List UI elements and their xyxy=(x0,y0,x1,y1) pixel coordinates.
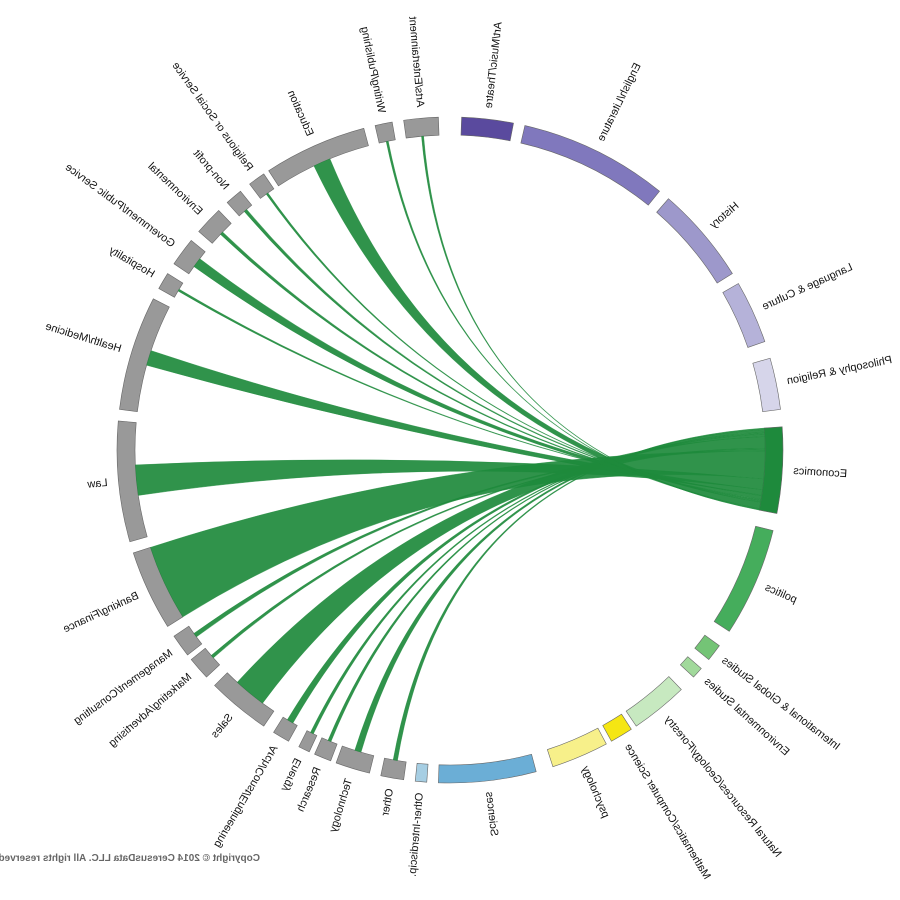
career-label-writing-publishing: Writing/Publishing xyxy=(358,26,387,114)
arc-ring xyxy=(116,116,784,784)
copyright-notice: Copyright © 2014 CeresusData LLC. All ri… xyxy=(0,853,260,864)
career-label-technology: Technology xyxy=(327,777,355,834)
major-label-psychology: psychology xyxy=(579,764,612,820)
career-arc-management-consulting[interactable] xyxy=(173,625,203,656)
major-label-economics: Economics xyxy=(792,465,847,480)
career-arc-sales[interactable] xyxy=(214,672,275,727)
major-arc-psychology[interactable] xyxy=(546,727,607,768)
major-arc-philosophy-religion[interactable] xyxy=(752,357,781,412)
major-label-sciences: Sciences xyxy=(483,791,500,837)
career-label-management-consulting: Management/Consulting xyxy=(72,647,176,727)
major-arc-mathematics-computer-science[interactable] xyxy=(602,713,632,742)
career-arc-law[interactable] xyxy=(116,420,148,543)
career-label-environmental: Environmental xyxy=(145,160,204,217)
career-label-law: Law xyxy=(87,477,108,491)
career-arc-arts-entertainment[interactable] xyxy=(403,116,440,139)
major-label-politics: politics xyxy=(763,581,799,606)
major-arc-language-culture[interactable] xyxy=(722,283,766,348)
career-arc-hospitality[interactable] xyxy=(158,273,184,298)
career-arc-non-profit[interactable] xyxy=(226,190,253,217)
major-arc-art-music-theatre[interactable] xyxy=(460,116,514,142)
major-arc-politics[interactable] xyxy=(713,525,774,632)
career-arc-writing-publishing[interactable] xyxy=(374,121,396,144)
major-label-history: History xyxy=(707,200,741,232)
major-arc-environmental-studies[interactable] xyxy=(679,656,702,678)
career-label-banking-finance: Banking/Finance xyxy=(61,590,140,636)
chord-ribbons xyxy=(135,135,766,761)
major-arc-natural-resources-geology-forestry[interactable] xyxy=(625,676,682,727)
career-arc-education[interactable] xyxy=(268,127,369,187)
career-label-education: Education xyxy=(285,89,316,139)
major-arc-other-interdiscip[interactable] xyxy=(414,762,429,783)
major-label-environmental-studies: Environmental Studies xyxy=(701,675,791,758)
major-arc-english-literature[interactable] xyxy=(520,125,660,206)
major-label-language-culture: Language & Culture xyxy=(760,261,854,313)
career-label-non-profit: Non-profit xyxy=(191,148,231,193)
career-arc-arch-const-engineering[interactable] xyxy=(273,716,298,742)
major-label-other-interdiscip: Other-Interdiscip. xyxy=(407,792,426,877)
career-arc-research[interactable] xyxy=(314,737,338,762)
career-label-health-medicine: Health/Medicine xyxy=(44,321,123,356)
chord-economics-to-education[interactable] xyxy=(313,158,761,509)
career-arc-marketing-advertising[interactable] xyxy=(190,647,221,678)
chord-economics-to-arts-entertainment[interactable] xyxy=(421,135,760,511)
major-label-english-literature: English/Literature xyxy=(595,61,643,143)
major-label-art-music-theatre: Art/Music/Theatre xyxy=(483,21,505,109)
career-arc-technology[interactable] xyxy=(335,745,375,774)
career-arc-health-medicine[interactable] xyxy=(119,298,170,412)
career-label-hospitality: Hospitality xyxy=(106,244,156,280)
career-arc-other[interactable] xyxy=(380,757,407,781)
career-label-arch-const-engineering: Arch/Const/Engineering xyxy=(211,743,280,849)
career-label-arts-entertainment: Arts/Entertainment xyxy=(406,16,426,108)
career-arc-government-public-service[interactable] xyxy=(173,240,206,275)
major-label-philosophy-religion: Philosophy & Religion xyxy=(786,354,893,387)
career-label-sales: Sales xyxy=(209,712,236,741)
career-arc-environmental[interactable] xyxy=(198,210,232,244)
career-label-religious-or-social-service: Religious or Social Service xyxy=(169,60,255,173)
career-label-energy: Energy xyxy=(278,757,304,794)
career-arc-religious-or-social-service[interactable] xyxy=(249,173,275,199)
career-arc-energy[interactable] xyxy=(298,730,318,753)
career-label-other: Other xyxy=(379,788,396,818)
major-arc-international-global-studies[interactable] xyxy=(694,634,720,660)
major-arc-history[interactable] xyxy=(656,198,733,284)
major-arc-sciences[interactable] xyxy=(438,753,537,784)
